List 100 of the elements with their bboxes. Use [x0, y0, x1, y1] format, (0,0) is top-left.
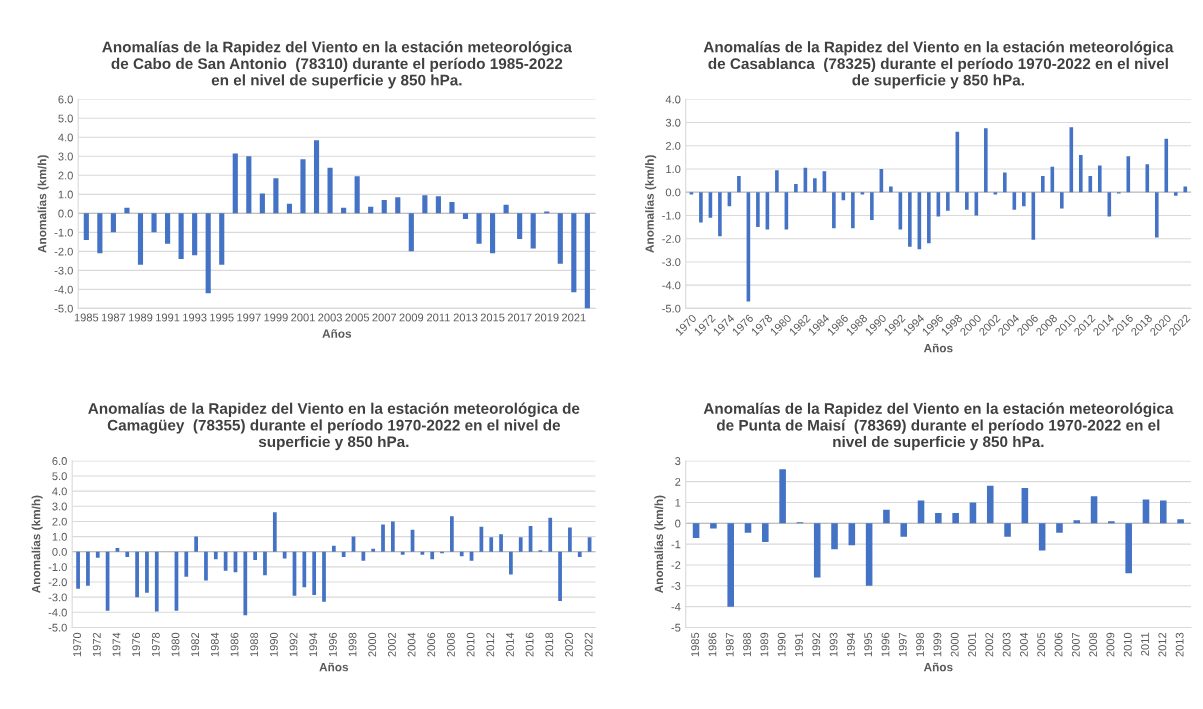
bar — [302, 551, 307, 588]
bar — [1003, 172, 1007, 193]
x-tick-label: 2013 — [453, 313, 478, 322]
bar — [832, 192, 836, 229]
bar — [97, 213, 103, 254]
y-tick-label: 3.0 — [665, 118, 681, 127]
bar — [151, 213, 157, 233]
bar — [692, 523, 700, 538]
bar — [1079, 155, 1083, 193]
x-tick-label: 2004 — [1019, 632, 1028, 657]
bar — [232, 153, 238, 214]
bar — [699, 192, 703, 223]
bar — [993, 192, 998, 195]
y-tick-label: 3.0 — [52, 502, 67, 511]
bar — [927, 192, 931, 244]
y-tick-label: 0.0 — [665, 188, 681, 197]
bar — [219, 213, 225, 265]
y-tick-label: 3 — [675, 457, 681, 465]
bar — [509, 551, 513, 575]
bar — [870, 192, 874, 221]
x-tick-label: 2005 — [345, 313, 370, 322]
chart-title: Anomalías de la Rapidez del Viento en la estación meteorológica de Camagüey (78355) durante el período 1970-2022 en el nivel de superficie y 850 hPa. — [88, 402, 580, 451]
x-tick-label: 1991 — [795, 632, 803, 657]
bar — [371, 548, 376, 552]
x-tick-label: 2003 — [318, 313, 342, 322]
bar — [689, 192, 694, 195]
y-tick-label: 1.0 — [52, 532, 67, 541]
bar — [1073, 520, 1081, 524]
bar — [889, 186, 893, 193]
bar — [263, 551, 267, 576]
bar — [900, 523, 908, 537]
y-tick-label: -5.0 — [54, 304, 73, 313]
bar — [1125, 523, 1132, 574]
x-tick-label: 1999 — [933, 632, 942, 657]
y-axis-title: Anomalías (km/h) — [654, 495, 666, 594]
x-tick-label: 2000 — [950, 632, 959, 657]
bar — [558, 551, 562, 601]
x-tick-label: 1993 — [183, 313, 207, 322]
bar — [737, 175, 741, 193]
bar — [813, 178, 817, 193]
x-tick-label: 2019 — [534, 313, 559, 322]
y-axis-title: Anomalías (km/h) — [37, 155, 49, 253]
bar — [584, 213, 590, 309]
bar — [762, 523, 769, 543]
bar — [312, 551, 317, 595]
x-tick-label: 2009 — [399, 313, 424, 322]
y-tick-label: -3 — [671, 582, 681, 590]
bar — [1108, 521, 1115, 524]
bar — [390, 521, 395, 552]
bar — [986, 485, 994, 524]
x-tick-label: 1995 — [864, 632, 873, 657]
x-tick-label: 1997 — [898, 632, 907, 657]
bar — [83, 213, 89, 240]
bar — [1088, 175, 1093, 193]
bar — [86, 551, 90, 586]
bar — [422, 195, 428, 214]
bar — [205, 213, 211, 294]
bar — [449, 201, 455, 214]
bar — [860, 192, 865, 195]
bar — [883, 509, 890, 524]
x-tick-label: 1990 — [777, 632, 786, 657]
y-tick-label: 0.0 — [58, 209, 73, 218]
y-tick-label: -4 — [671, 603, 681, 611]
bar — [503, 204, 509, 214]
bar — [718, 192, 722, 237]
x-axis-title: Años — [923, 343, 953, 353]
x-tick-label: 1988 — [250, 632, 259, 657]
x-tick-label: 2010 — [466, 632, 475, 657]
y-tick-label: -1.0 — [662, 211, 681, 220]
x-tick-label: 1986 — [230, 632, 239, 657]
bar — [517, 213, 523, 240]
bar — [282, 551, 287, 559]
bar — [744, 523, 752, 533]
bar — [1069, 127, 1074, 193]
bar — [408, 213, 414, 252]
bar — [322, 551, 326, 602]
x-tick-label: 1982 — [191, 632, 200, 657]
bar — [341, 551, 346, 558]
x-tick-label: 2012 — [1158, 632, 1167, 657]
y-tick-label: -5.0 — [48, 623, 67, 632]
y-tick-label: -5 — [671, 623, 681, 632]
bar — [125, 551, 130, 558]
bar — [1142, 499, 1150, 524]
x-tick-label: 1999 — [264, 313, 288, 322]
bar — [145, 551, 149, 593]
bar — [381, 524, 385, 552]
x-tick-label: 2018 — [545, 632, 554, 657]
y-tick-label: 3.0 — [58, 152, 73, 161]
bar — [1173, 192, 1178, 196]
bar — [851, 192, 855, 229]
x-tick-label: 2011 — [1141, 632, 1149, 656]
y-tick-label: 2.0 — [58, 171, 73, 180]
bar — [165, 213, 171, 244]
bar — [462, 213, 469, 220]
bar — [273, 178, 279, 214]
bar — [831, 523, 838, 550]
y-tick-label: 1.0 — [58, 190, 73, 199]
x-tick-label: 1976 — [132, 632, 141, 657]
bar — [178, 213, 184, 259]
bar — [489, 537, 494, 552]
